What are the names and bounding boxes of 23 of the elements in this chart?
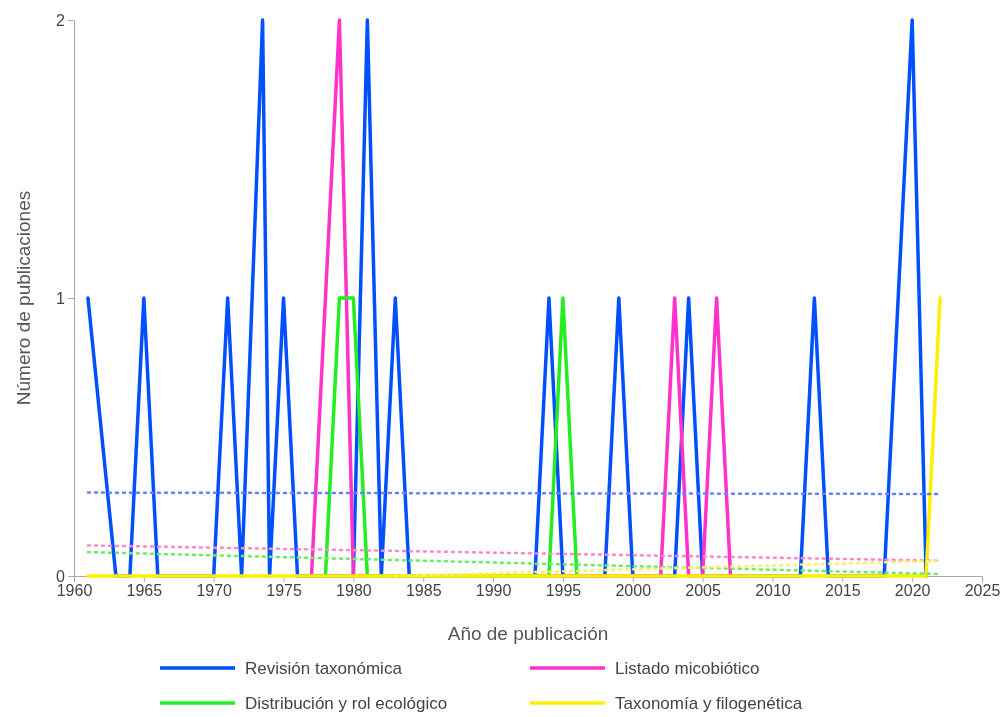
- x-tick-label: 2015: [825, 582, 861, 600]
- x-tick-label: 1970: [196, 582, 233, 600]
- x-tick-label: 1995: [545, 582, 582, 600]
- legend-label: Listado micobiótico: [615, 659, 760, 678]
- x-tick-label: 2005: [685, 582, 722, 600]
- y-tick-label: 1: [56, 289, 66, 307]
- x-tick-label: 1975: [266, 582, 302, 600]
- x-tick-label: 2020: [894, 582, 931, 600]
- legend-label: Taxonomía y filogenética: [615, 694, 803, 713]
- x-tick-label: 1960: [56, 582, 93, 600]
- legend-label: Revisión taxonómica: [245, 659, 403, 678]
- y-tick-label: 2: [56, 11, 66, 29]
- x-axis-title: Año de publicación: [447, 623, 609, 644]
- x-tick-label: 1980: [336, 582, 372, 600]
- x-tick-label: 2010: [755, 582, 791, 600]
- x-tick-label: 1990: [475, 582, 512, 600]
- legend-label: Distribución y rol ecológico: [245, 694, 448, 713]
- y-tick-label: 0: [56, 567, 66, 585]
- x-tick-label: 1965: [126, 582, 163, 600]
- x-tick-label: 2000: [615, 582, 652, 600]
- y-axis-title: Número de publicaciones: [13, 190, 34, 406]
- x-tick-label: 2025: [964, 582, 1001, 600]
- x-tick-label: 1985: [405, 582, 442, 600]
